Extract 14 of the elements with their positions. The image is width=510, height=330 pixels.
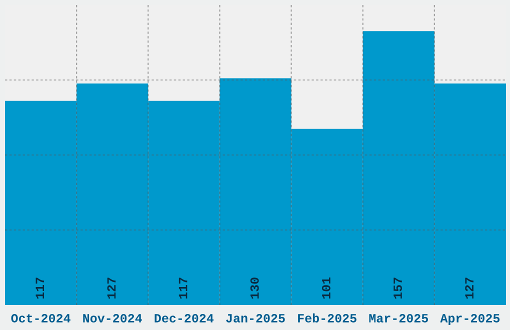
x-tick-label: Nov-2024 (83, 314, 142, 323)
data-label: 157 (394, 278, 402, 299)
x-tick-label: Feb-2025 (298, 313, 356, 323)
x-tick-label: Jan-2025 (226, 314, 285, 323)
x-tick-label: Dec-2024 (154, 314, 214, 323)
x-tick-label: Apr-2025 (440, 314, 500, 325)
x-tick-label: Mar-2025 (369, 314, 428, 323)
data-label: 130 (250, 278, 259, 299)
data-label: 117 (36, 278, 44, 299)
data-label: 127 (465, 278, 474, 299)
data-label: 101 (322, 277, 330, 299)
data-label: 117 (178, 278, 188, 299)
x-tick-label: Oct-2024 (11, 314, 70, 323)
data-label: 127 (107, 278, 116, 299)
